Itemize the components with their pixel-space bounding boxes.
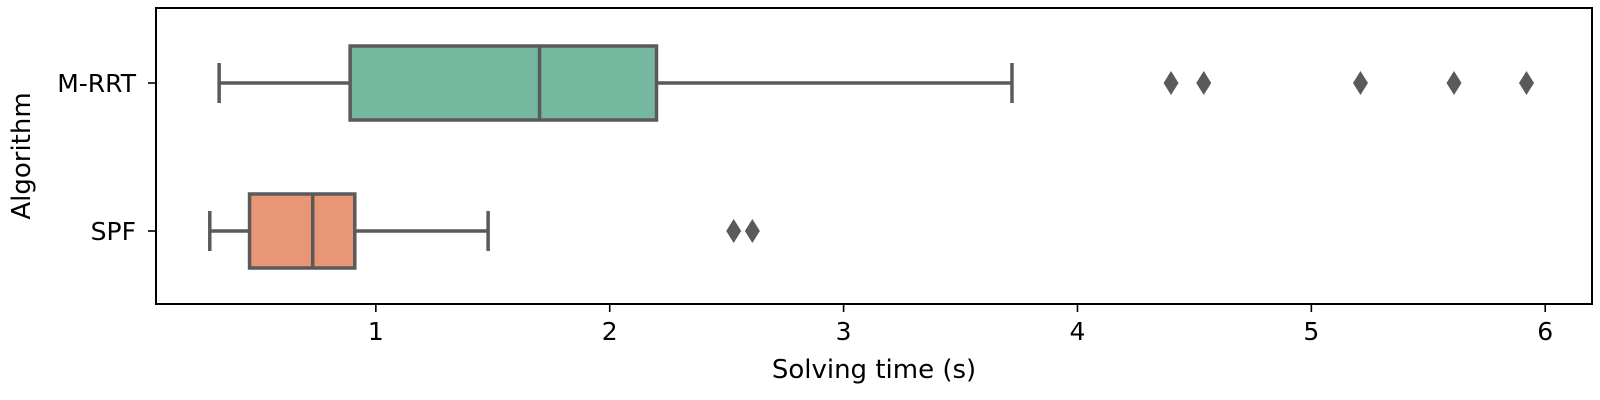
plot-frame bbox=[155, 7, 1593, 305]
outlier-point bbox=[1352, 71, 1368, 95]
x-tick-label: 3 bbox=[836, 317, 852, 346]
box-iqr bbox=[247, 192, 357, 270]
y-axis-label: Algorithm bbox=[7, 92, 37, 219]
outlier-point bbox=[1163, 71, 1179, 95]
x-axis-label: Solving time (s) bbox=[772, 355, 976, 385]
outlier-point bbox=[1519, 71, 1535, 95]
x-tick-label: 1 bbox=[368, 317, 384, 346]
x-tick-label: 6 bbox=[1537, 317, 1553, 346]
outlier-point bbox=[1446, 71, 1462, 95]
x-tick-label: 4 bbox=[1070, 317, 1086, 346]
x-axis-ticks: 1 2 3 4 5 6 bbox=[368, 304, 1553, 346]
outlier-point bbox=[744, 219, 760, 243]
box-group-spf bbox=[208, 192, 760, 270]
x-tick-label: 2 bbox=[602, 317, 618, 346]
y-tick-label: M-RRT bbox=[57, 69, 137, 98]
outlier-point bbox=[1196, 71, 1212, 95]
plot-marks bbox=[208, 44, 1535, 270]
box-group-m-rrt bbox=[217, 44, 1535, 122]
outlier-point bbox=[726, 219, 742, 243]
x-tick-label: 5 bbox=[1303, 317, 1319, 346]
y-axis-ticks: M-RRT SPF bbox=[57, 69, 156, 246]
box-iqr bbox=[348, 44, 659, 122]
y-tick-label: SPF bbox=[91, 217, 136, 246]
